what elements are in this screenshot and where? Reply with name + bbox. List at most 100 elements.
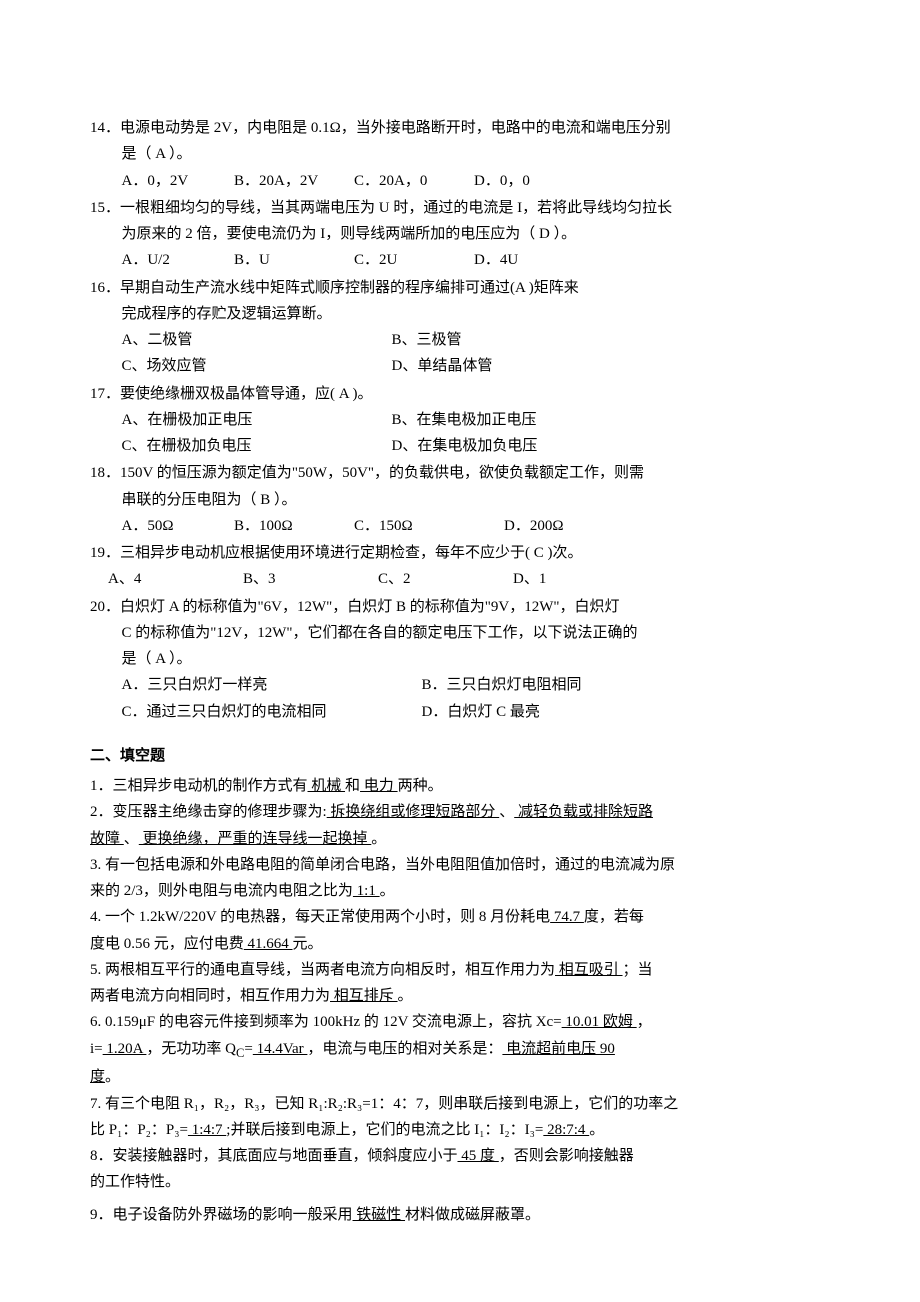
q17-options: A、在栅极加正电压 B、在集电极加正电压 C、在栅极加负电压 D、在集电极加负电… [90, 407, 830, 460]
q15-options: A．U/2 B．U C．2U D．4U [90, 247, 830, 273]
f2-pre: 2．变压器主绝缘击穿的修理步骤为: [90, 804, 327, 820]
q15-line1: 15．一根粗细均匀的导线，当其两端电压为 U 时，通过的电流是 I，若将此导线均… [90, 195, 830, 221]
f1-ans1: 机械 [308, 778, 346, 794]
q18-opt-d: D．200Ω [504, 513, 563, 539]
f6-ans1: 10.01 欧姆 [562, 1014, 637, 1030]
f5-pre: 5. 两根相互平行的通电直导线，当两者电流方向相反时，相互作用力为 [90, 962, 555, 978]
f6-post: 。 [105, 1069, 120, 1085]
q15-opt-d: D．4U [474, 247, 518, 273]
f8-pre: 8．安装接触器时，其底面应与地面垂直，倾斜度应小于 [90, 1148, 458, 1164]
q19-line1: 19．三相异步电动机应根据使用环境进行定期检查，每年不应少于( C )次。 [90, 540, 830, 566]
question-16: 16．早期自动生产流水线中矩阵式顺序控制器的程序编排可通过(A )矩阵来 完成程… [90, 275, 830, 380]
q18-opt-c: C．150Ω [354, 513, 504, 539]
f6-mid2: ，无功功率 Q [146, 1041, 236, 1057]
fill-3b: 来的 2/3，则外电阻与电流内电阻之比为 1:1 。 [90, 878, 830, 904]
f6-line3: 度 [90, 1069, 105, 1085]
f4-ans1: 74.7 [550, 909, 584, 925]
f4-pre2: 度电 0.56 元，应付电费 [90, 936, 244, 952]
f5-post: 。 [398, 988, 413, 1004]
f7-mid: ;并联后接到电源上，它们的电流之比 I₁：I₂：I₃= [226, 1122, 543, 1138]
f2-ans2: 减轻负载或排除短路 [514, 804, 653, 820]
q20-line3: 是（ A ）。 [90, 646, 830, 672]
q20-options: A．三只白炽灯一样亮 B．三只白炽灯电阻相同 C．通过三只白炽灯的电流相同 D．… [90, 672, 830, 725]
fill-6a: 6. 0.159μF 的电容元件接到频率为 100kHz 的 12V 交流电源上… [90, 1009, 830, 1035]
q16-opt-a: A、二极管 [122, 327, 392, 353]
q14-opt-c: C．20A，0 [354, 168, 474, 194]
q19-options: A、4 B、3 C、2 D、1 [90, 566, 830, 592]
f2-post: 。 [371, 831, 386, 847]
f8-ans1: 45 度 [458, 1148, 499, 1164]
f6-post1: ， [637, 1014, 652, 1030]
q20-line2: C 的标称值为"12V，12W"，它们都在各自的额定电压下工作，以下说法正确的 [90, 620, 830, 646]
q16-opt-b: B、三极管 [392, 327, 462, 353]
q18-options: A．50Ω B．100Ω C．150Ω D．200Ω [90, 513, 830, 539]
f5-ans1: 相互吸引 [555, 962, 623, 978]
q15-opt-c: C．2U [354, 247, 474, 273]
question-18: 18．150V 的恒压源为额定值为"50W，50V"，的负载供电，欲使负载额定工… [90, 460, 830, 539]
q19-opt-a: A、4 [108, 566, 243, 592]
f2-mid2: 、 [124, 831, 139, 847]
q16-line2: 完成程序的存贮及逻辑运算断。 [90, 301, 830, 327]
f8-mid: ，否则会影响接触器 [499, 1148, 634, 1164]
f7-ans2: 28:7:4 [543, 1122, 589, 1138]
fill-3a: 3. 有一包括电源和外电路电阻的简单闭合电路，当外电阻阻值加倍时，通过的电流减为… [90, 852, 830, 878]
fill-1: 1．三相异步电动机的制作方式有 机械 和 电力 两种。 [90, 773, 830, 799]
q20-opt-c: C．通过三只白炽灯的电流相同 [122, 699, 422, 725]
fill-8a: 8．安装接触器时，其底面应与地面垂直，倾斜度应小于 45 度 ，否则会影响接触器 [90, 1143, 830, 1169]
q14-line1: 14．电源电动势是 2V，内电阻是 0.1Ω，当外接电路断开时，电路中的电流和端… [90, 115, 830, 141]
q14-opt-a: A．0，2V [122, 168, 235, 194]
q18-opt-b: B．100Ω [234, 513, 354, 539]
fill-4b: 度电 0.56 元，应付电费 41.664 元。 [90, 931, 830, 957]
q16-line1: 16．早期自动生产流水线中矩阵式顺序控制器的程序编排可通过(A )矩阵来 [90, 275, 830, 301]
f1-ans2: 电力 [360, 778, 398, 794]
q19-opt-d: D、1 [513, 566, 546, 592]
f3-post: 。 [380, 883, 395, 899]
f6-mid3: = [244, 1041, 252, 1057]
f4-mid: 度，若每 [584, 909, 644, 925]
f7-pre2: 比 P₁：P₂：P₃= [90, 1122, 188, 1138]
question-17: 17．要使绝缘栅双极晶体管导通，应( A )。 A、在栅极加正电压 B、在集电极… [90, 381, 830, 460]
f3-ans1: 1:1 [353, 883, 380, 899]
q14-opt-d: D．0，0 [474, 168, 530, 194]
q15-line2: 为原来的 2 倍，要使电流仍为 I，则导线两端所加的电压应为（ D ）。 [90, 221, 830, 247]
fill-4a: 4. 一个 1.2kW/220V 的电热器，每天正常使用两个小时，则 8 月份耗… [90, 904, 830, 930]
q14-line2: 是（ A ）。 [90, 141, 830, 167]
f6-ans3: 14.4Var [253, 1041, 308, 1057]
q16-options: A、二极管 B、三极管 C、场效应管 D、单结晶体管 [90, 327, 830, 380]
q20-opt-d: D．白炽灯 C 最亮 [422, 699, 540, 725]
f6-pre: 6. 0.159μF 的电容元件接到频率为 100kHz 的 12V 交流电源上… [90, 1014, 562, 1030]
q20-opt-b: B．三只白炽灯电阻相同 [422, 672, 582, 698]
fill-5b: 两者电流方向相同时，相互作用力为 相互排斥 。 [90, 983, 830, 1009]
q16-opt-d: D、单结晶体管 [392, 353, 493, 379]
q17-opt-c: C、在栅极加负电压 [122, 433, 392, 459]
q16-opt-c: C、场效应管 [122, 353, 392, 379]
q19-opt-c: C、2 [378, 566, 513, 592]
f9-pre: 9．电子设备防外界磁场的影响一般采用 [90, 1207, 353, 1223]
fill-8b: 的工作特性。 [90, 1169, 830, 1195]
f9-post: 材料做成磁屏蔽罩。 [405, 1207, 540, 1223]
f5-ans2: 相互排斥 [330, 988, 398, 1004]
question-14: 14．电源电动势是 2V，内电阻是 0.1Ω，当外接电路断开时，电路中的电流和端… [90, 115, 830, 194]
q20-line1: 20．白炽灯 A 的标称值为"6V，12W"，白炽灯 B 的标称值为"9V，12… [90, 594, 830, 620]
q20-opt-a: A．三只白炽灯一样亮 [122, 672, 422, 698]
f7-ans1: 1:4:7 [188, 1122, 226, 1138]
question-19: 19．三相异步电动机应根据使用环境进行定期检查，每年不应少于( C )次。 A、… [90, 540, 830, 593]
f6-pre2: i= [90, 1041, 103, 1057]
f3-pre: 来的 2/3，则外电阻与电流内电阻之比为 [90, 883, 353, 899]
f6-ans2: 1.20A [103, 1041, 147, 1057]
f2-mid1: 、 [499, 804, 514, 820]
q18-opt-a: A．50Ω [122, 513, 235, 539]
f1-post: 两种。 [398, 778, 443, 794]
f7-post: 。 [589, 1122, 604, 1138]
fill-9: 9．电子设备防外界磁场的影响一般采用 铁磁性 材料做成磁屏蔽罩。 [90, 1202, 830, 1228]
q19-opt-b: B、3 [243, 566, 378, 592]
fill-7b: 比 P₁：P₂：P₃= 1:4:7 ;并联后接到电源上，它们的电流之比 I₁：I… [90, 1117, 830, 1143]
fill-5a: 5. 两根相互平行的通电直导线，当两者电流方向相反时，相互作用力为 相互吸引 ；… [90, 957, 830, 983]
question-15: 15．一根粗细均匀的导线，当其两端电压为 U 时，通过的电流是 I，若将此导线均… [90, 195, 830, 274]
fill-6b: i= 1.20A ，无功功率 QC= 14.4Var ，电流与电压的相对关系是：… [90, 1036, 830, 1065]
section-2-heading: 二、填空题 [90, 743, 830, 769]
f5-pre2: 两者电流方向相同时，相互作用力为 [90, 988, 330, 1004]
fill-6c: 度。 [90, 1064, 830, 1090]
f4-ans2: 41.664 [244, 936, 293, 952]
q14-opt-b: B．20A，2V [234, 168, 354, 194]
